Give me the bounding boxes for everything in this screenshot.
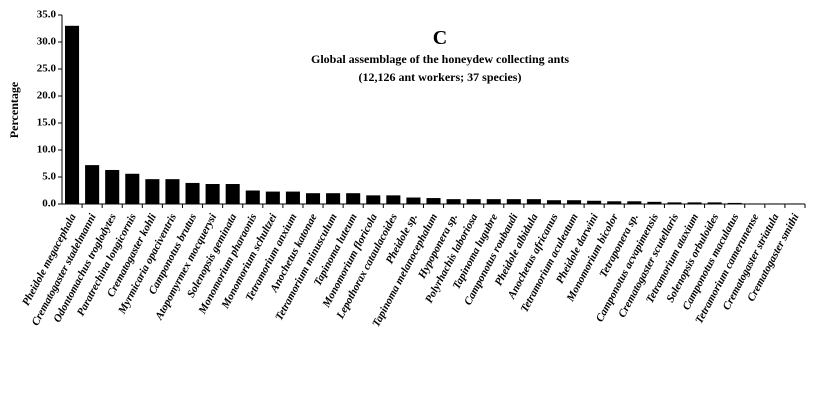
bar <box>285 191 300 204</box>
bar <box>727 202 742 204</box>
bar <box>667 202 682 204</box>
bar <box>85 165 100 204</box>
bar <box>747 203 762 204</box>
bar <box>346 193 361 204</box>
bar <box>607 201 622 204</box>
bar <box>526 199 541 204</box>
bar <box>386 195 401 204</box>
bar <box>647 201 662 204</box>
bar <box>406 197 421 204</box>
bar <box>787 203 802 204</box>
y-tick-label: 0.0 <box>42 198 56 210</box>
bar <box>185 182 200 204</box>
bar <box>366 195 381 204</box>
bar <box>105 169 120 204</box>
bar <box>446 199 461 204</box>
y-tick-label: 35.0 <box>37 9 57 21</box>
chart-subtitle: (12,126 ant workers; 37 species) <box>359 70 522 84</box>
y-tick-label: 5.0 <box>42 171 56 183</box>
bar <box>506 199 521 204</box>
y-tick-label: 10.0 <box>37 144 57 156</box>
y-axis-label: Percentage <box>7 81 21 138</box>
bar <box>145 179 160 204</box>
bar <box>165 179 180 204</box>
bar <box>426 198 441 204</box>
bar <box>627 201 642 204</box>
bar <box>225 184 240 204</box>
bar <box>326 193 341 204</box>
bar <box>245 190 260 204</box>
bar <box>546 200 562 204</box>
chart-title: C <box>433 27 447 49</box>
bar <box>567 200 582 204</box>
bar <box>707 202 722 204</box>
y-tick-label: 30.0 <box>37 36 57 48</box>
bar <box>587 200 602 204</box>
bar <box>486 199 501 204</box>
bar <box>265 191 280 204</box>
y-tick-label: 25.0 <box>37 63 57 75</box>
bar <box>767 203 782 204</box>
bar <box>305 193 321 204</box>
bar <box>466 199 481 204</box>
chart-subtitle: Global assemblage of the honeydew collec… <box>311 52 569 66</box>
bar <box>205 184 220 204</box>
bar <box>125 173 140 204</box>
y-tick-label: 20.0 <box>37 90 57 102</box>
y-tick-label: 15.0 <box>37 117 57 129</box>
bar <box>687 202 702 204</box>
bar <box>65 25 80 204</box>
